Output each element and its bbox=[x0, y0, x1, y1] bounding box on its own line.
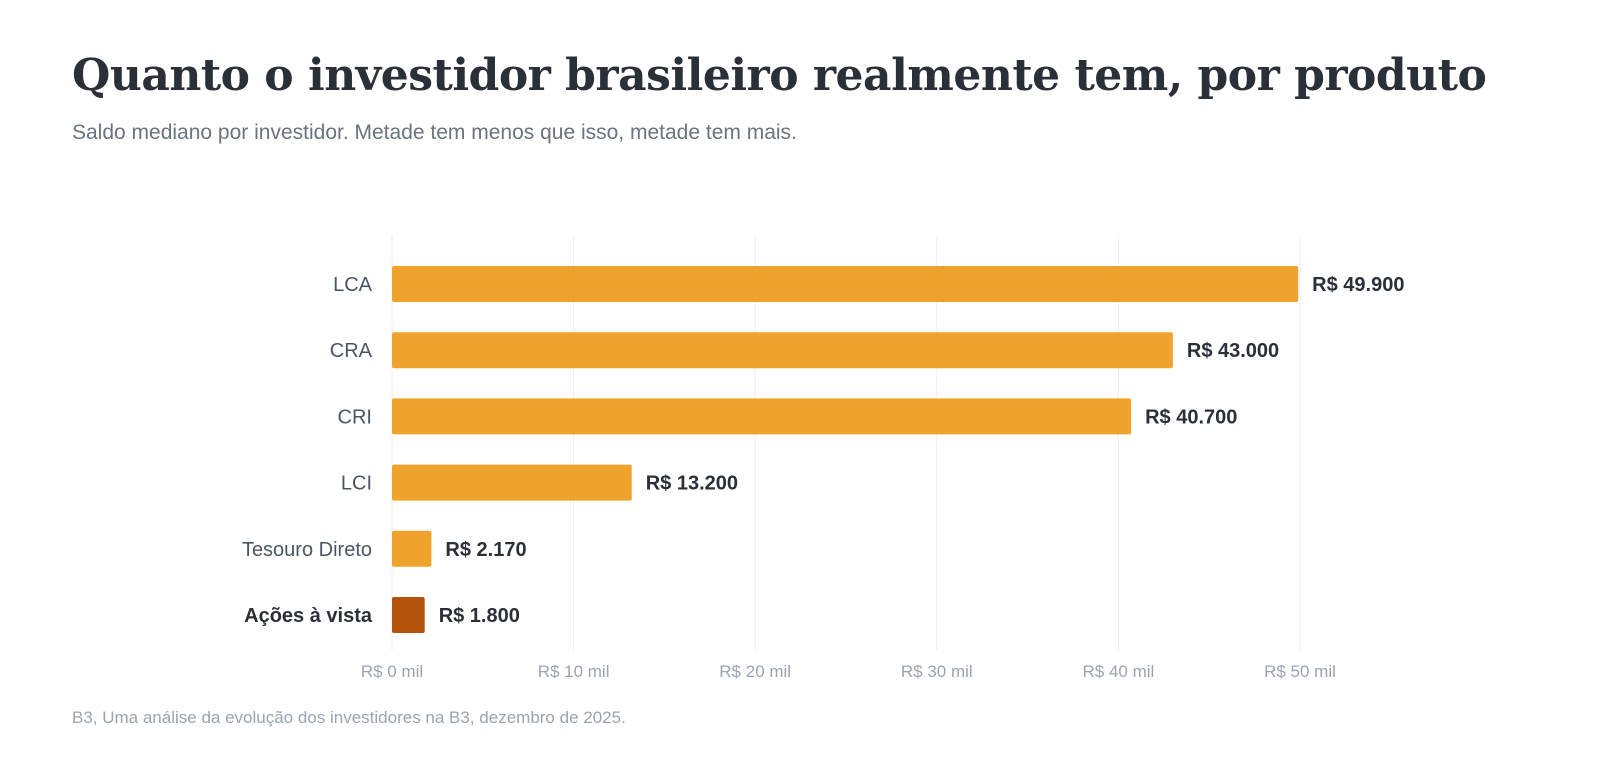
bar bbox=[392, 464, 632, 501]
category-label: Tesouro Direto bbox=[242, 539, 372, 561]
category-label: LCA bbox=[333, 274, 373, 296]
bar bbox=[392, 398, 1132, 435]
category-label: Ações à vista bbox=[244, 605, 373, 627]
source-note: B3, Uma análise da evolução dos investid… bbox=[72, 708, 626, 727]
value-label: R$ 1.800 bbox=[439, 605, 520, 627]
x-tick-label: R$ 10 mil bbox=[538, 662, 610, 681]
category-label: LCI bbox=[341, 473, 372, 495]
bar bbox=[392, 597, 425, 633]
bar bbox=[392, 332, 1173, 369]
value-label: R$ 49.900 bbox=[1312, 274, 1404, 296]
chart-title: Quanto o investidor brasileiro realmente… bbox=[72, 50, 1487, 101]
category-label: CRI bbox=[338, 406, 372, 428]
labels: R$ 0 mil R$ 10 mil R$ 20 mil R$ 30 mil R$ 40… bbox=[242, 274, 1405, 681]
category-label: CRA bbox=[330, 340, 373, 362]
bar bbox=[392, 530, 432, 567]
x-tick-label: R$ 30 mil bbox=[901, 662, 973, 681]
x-tick-label: R$ 20 mil bbox=[719, 662, 791, 681]
value-label: R$ 40.700 bbox=[1145, 406, 1237, 428]
value-label: R$ 43.000 bbox=[1187, 340, 1279, 362]
x-tick-label: R$ 50 mil bbox=[1264, 662, 1336, 681]
chart-subtitle: Saldo mediano por investidor. Metade tem… bbox=[72, 121, 797, 144]
bar bbox=[392, 266, 1299, 302]
x-tick-label: R$ 0 mil bbox=[361, 662, 423, 681]
value-label: R$ 13.200 bbox=[646, 473, 738, 495]
bars bbox=[392, 266, 1299, 633]
value-label: R$ 2.170 bbox=[445, 539, 526, 561]
x-tick-label: R$ 40 mil bbox=[1082, 662, 1154, 681]
gridlines bbox=[391, 235, 1301, 650]
bar-chart: R$ 0 mil R$ 10 mil R$ 20 mil R$ 30 mil R$ 40… bbox=[242, 235, 1405, 681]
